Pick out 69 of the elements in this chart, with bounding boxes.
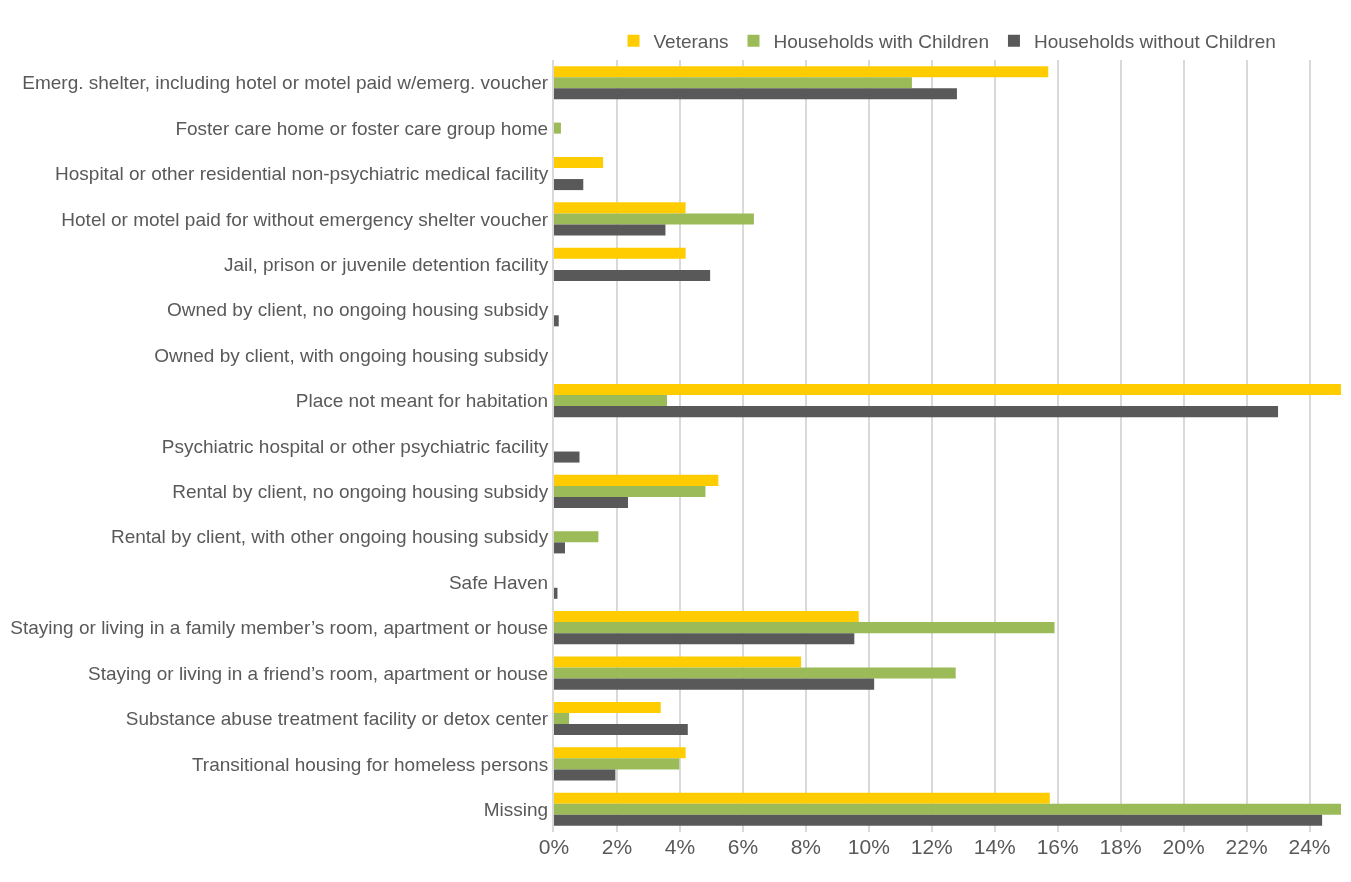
x-tick-label: 22% (1225, 835, 1268, 858)
bar (554, 803, 1341, 815)
bar (554, 814, 1323, 826)
bar (554, 384, 1341, 396)
x-tick-label: 10% (847, 835, 890, 858)
bar (554, 485, 706, 497)
bar (554, 531, 599, 543)
bar (554, 269, 711, 281)
y-tick-label: Rental by client, with other ongoing housing subsidy (110, 526, 549, 548)
legend-label: Veterans (653, 31, 729, 53)
bar (554, 542, 566, 554)
bar (554, 769, 616, 781)
x-tick-label: 20% (1162, 835, 1205, 858)
x-tick-label: 4% (664, 835, 696, 858)
bar (554, 656, 802, 668)
y-tick-label: Hotel or motel paid for without emergency shelter voucher (61, 208, 549, 230)
bar (554, 712, 570, 724)
bar (554, 633, 855, 645)
x-tick-label: 8% (790, 835, 822, 858)
y-tick-label: Owned by client, with ongoing housing subsidy (154, 344, 549, 366)
y-tick-label: Foster care home or foster care group home (175, 117, 549, 139)
x-tick-label: 18% (1099, 835, 1142, 858)
y-tick-label: Safe Haven (448, 571, 549, 593)
y-tick-label: Owned by client, no ongoing housing subsidy (166, 299, 549, 321)
bar (554, 406, 1279, 418)
bar (554, 724, 688, 736)
bar (554, 395, 668, 407)
legend-label: Households without Children (1033, 31, 1276, 53)
bar (554, 678, 875, 690)
y-tick-label: Emerg. shelter, including hotel or motel paid w/emerg. voucher (22, 72, 549, 94)
x-tick-label: 24% (1288, 835, 1331, 858)
bar (554, 758, 680, 770)
bar (554, 747, 686, 759)
bar (554, 451, 580, 463)
y-tick-label: Place not meant for habitation (295, 390, 549, 412)
bar (554, 315, 559, 327)
bar (554, 213, 754, 225)
y-tick-label: Psychiatric hospital or other psychiatric facility (161, 435, 549, 457)
bar (554, 611, 859, 623)
bar (554, 179, 584, 191)
y-tick-label: Substance abuse treatment facility or detox center (125, 708, 549, 730)
bar (554, 202, 686, 214)
bar (554, 667, 956, 679)
bar (554, 474, 719, 486)
bar (554, 156, 604, 168)
bar (554, 77, 912, 89)
x-tick-label: 6% (727, 835, 759, 858)
y-tick-label: Staying or living in a family member’s room, apartment or house (10, 617, 549, 639)
y-tick-label: Missing (483, 798, 549, 820)
legend-label: Households with Children (773, 31, 989, 53)
x-tick-label: 16% (1036, 835, 1079, 858)
y-tick-label: Hospital or other residential non-psychiatric medical facility (55, 163, 549, 185)
bar (554, 496, 628, 508)
bar (554, 622, 1055, 634)
y-tick-label: Jail, prison or juvenile detention facility (223, 254, 549, 275)
bar (554, 792, 1050, 804)
bar (554, 224, 666, 236)
x-tick-label: 2% (601, 835, 633, 858)
y-tick-label: Staying or living in a friend’s room, apartment or house (88, 662, 549, 684)
bar (554, 247, 686, 259)
bar (554, 122, 561, 134)
x-tick-label: 12% (910, 835, 953, 858)
x-tick-label: 0% (538, 835, 570, 858)
y-tick-label: Transitional housing for homeless persons (191, 753, 549, 775)
x-tick-label: 14% (973, 835, 1016, 858)
bar (554, 66, 1049, 78)
bar (554, 88, 957, 100)
y-tick-label: Rental by client, no ongoing housing subsidy (172, 481, 549, 503)
bar (554, 701, 661, 713)
